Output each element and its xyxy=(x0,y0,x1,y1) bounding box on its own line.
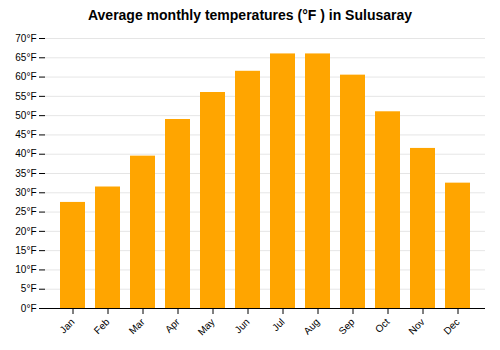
svg-text:60°F: 60°F xyxy=(15,71,36,82)
svg-text:Jul: Jul xyxy=(270,316,287,333)
svg-text:Sep: Sep xyxy=(336,316,357,337)
svg-text:25°F: 25°F xyxy=(15,206,36,217)
svg-text:Mar: Mar xyxy=(127,316,147,336)
svg-text:70°F: 70°F xyxy=(15,33,36,44)
svg-text:Dec: Dec xyxy=(441,316,461,336)
svg-text:Jun: Jun xyxy=(232,316,251,335)
svg-text:Aug: Aug xyxy=(301,316,321,336)
svg-text:5°F: 5°F xyxy=(21,283,37,294)
svg-text:15°F: 15°F xyxy=(15,245,36,256)
svg-text:May: May xyxy=(196,316,217,337)
svg-text:Feb: Feb xyxy=(92,316,112,336)
svg-text:Nov: Nov xyxy=(406,316,426,336)
svg-text:45°F: 45°F xyxy=(15,129,36,140)
svg-text:40°F: 40°F xyxy=(15,148,36,159)
svg-text:30°F: 30°F xyxy=(15,187,36,198)
svg-text:Apr: Apr xyxy=(163,316,182,335)
svg-text:Oct: Oct xyxy=(373,316,392,335)
svg-text:65°F: 65°F xyxy=(15,52,36,63)
svg-text:10°F: 10°F xyxy=(15,264,36,275)
svg-text:Jan: Jan xyxy=(57,316,76,335)
svg-text:50°F: 50°F xyxy=(15,110,36,121)
svg-text:35°F: 35°F xyxy=(15,168,36,179)
svg-text:0°F: 0°F xyxy=(21,303,37,314)
svg-text:55°F: 55°F xyxy=(15,91,36,102)
svg-text:20°F: 20°F xyxy=(15,226,36,237)
html-text:Average monthly temperatures (: Average monthly temperatures (°F ) in Su… xyxy=(88,7,412,23)
